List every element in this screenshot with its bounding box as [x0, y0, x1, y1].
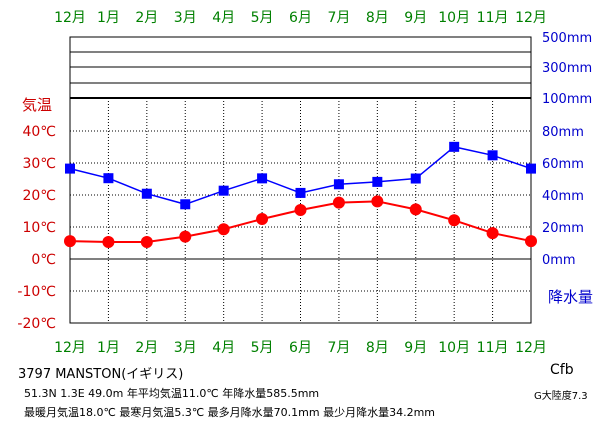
precipitation-tick-label: 20mm [542, 221, 584, 236]
temperature-point [448, 214, 461, 227]
precipitation-tick-label: 100mm [542, 92, 592, 107]
temperature-tick-label: 0℃ [31, 252, 56, 268]
continentality-index: G大陸度7.3 [534, 391, 588, 402]
temperature-axis-labels: -20℃ -10℃ 0℃ 10℃ 20℃ 30℃ 40℃ [17, 124, 56, 332]
temperature-series [64, 195, 537, 249]
precipitation-point [218, 185, 229, 196]
temperature-tick-label: 20℃ [22, 188, 56, 204]
temperature-point [332, 196, 345, 209]
temperature-axis-title: 気温 [22, 96, 52, 114]
station-name: 3797 MANSTON(イギリス) [18, 367, 184, 382]
month-label-top: 12月 [54, 10, 86, 26]
temperature-tick-label: -10℃ [17, 284, 56, 300]
month-label-top: 10月 [438, 10, 470, 26]
temperature-tick-label: -20℃ [17, 316, 56, 332]
precipitation-point [295, 187, 306, 198]
precipitation-point [65, 163, 75, 174]
precipitation-tick-label: 40mm [542, 189, 584, 204]
temperature-tick-label: 30℃ [22, 156, 56, 172]
temperature-point [409, 203, 422, 216]
precipitation-tick-label: 80mm [542, 125, 584, 140]
temperature-point [371, 195, 384, 208]
climate-chart: -20℃ -10℃ 0℃ 10℃ 20℃ 30℃ 40℃ 0mm 20mm 40mm 60mm 80… [17, 10, 593, 356]
month-label-bottom: 9月 [404, 340, 427, 356]
month-label-bottom: 8月 [366, 340, 389, 356]
precipitation-tick-label: 300mm [542, 61, 592, 76]
precipitation-point [333, 179, 344, 190]
precipitation-axis-labels: 0mm 20mm 40mm 60mm 80mm 100mm 300mm 500mm [542, 31, 592, 268]
chart-grid [69, 36, 532, 324]
precipitation-point [526, 163, 536, 174]
month-label-bottom: 3月 [174, 340, 197, 356]
month-label-bottom: 4月 [212, 340, 235, 356]
month-label-top: 5月 [251, 10, 274, 26]
precipitation-point [180, 199, 191, 210]
month-labels-top: 12月 1月 2月 3月 4月 5月 6月 7月 8月 9月 10月 11月 12月 [54, 10, 547, 26]
month-label-top: 8月 [366, 10, 389, 26]
precipitation-point [487, 150, 498, 161]
precipitation-point [257, 173, 268, 184]
month-label-bottom: 11月 [477, 340, 509, 356]
month-label-top: 2月 [135, 10, 158, 26]
precipitation-series [65, 141, 536, 210]
month-label-top: 9月 [404, 10, 427, 26]
temperature-point [294, 204, 307, 217]
temperature-tick-label: 10℃ [22, 220, 56, 236]
temperature-point [102, 236, 115, 249]
month-label-top: 7月 [327, 10, 350, 26]
month-label-bottom: 6月 [289, 340, 312, 356]
temperature-point [256, 213, 269, 225]
month-label-top: 12月 [515, 10, 547, 26]
month-label-bottom: 5月 [251, 340, 274, 356]
precipitation-point [372, 176, 383, 187]
month-label-top: 3月 [174, 10, 197, 26]
month-label-top: 4月 [212, 10, 235, 26]
temperature-point [486, 227, 499, 240]
temperature-point [217, 223, 230, 236]
month-label-bottom: 10月 [438, 340, 470, 356]
precipitation-point [103, 173, 114, 184]
month-label-bottom: 12月 [515, 340, 547, 356]
precipitation-tick-label: 500mm [542, 31, 592, 46]
temperature-point [140, 236, 153, 249]
station-stats-line-1: 51.3N 1.3E 49.0m 年平均気温11.0℃ 年降水量585.5mm [24, 387, 320, 400]
temperature-point [525, 235, 537, 248]
month-label-bottom: 7月 [327, 340, 350, 356]
climate-classification: Cfb [550, 362, 574, 378]
month-label-top: 6月 [289, 10, 312, 26]
precipitation-tick-label: 0mm [542, 253, 576, 268]
month-label-top: 1月 [97, 10, 120, 26]
precipitation-point [141, 188, 152, 199]
precipitation-tick-label: 60mm [542, 157, 584, 172]
month-label-top: 11月 [477, 10, 509, 26]
station-stats-line-2: 最暖月気温18.0℃ 最寒月気温5.3℃ 最多月降水量70.1mm 最少月降水量… [24, 406, 436, 419]
precipitation-point [449, 141, 460, 152]
temperature-point [64, 235, 76, 248]
temperature-tick-label: 40℃ [22, 124, 56, 140]
temperature-point [179, 230, 192, 243]
month-labels-bottom: 12月 1月 2月 3月 4月 5月 6月 7月 8月 9月 10月 11月 12月 [54, 340, 547, 356]
month-label-bottom: 12月 [54, 340, 86, 356]
month-label-bottom: 2月 [135, 340, 158, 356]
month-label-bottom: 1月 [97, 340, 120, 356]
precipitation-point [410, 173, 421, 184]
precipitation-axis-title: 降水量 [548, 288, 593, 306]
